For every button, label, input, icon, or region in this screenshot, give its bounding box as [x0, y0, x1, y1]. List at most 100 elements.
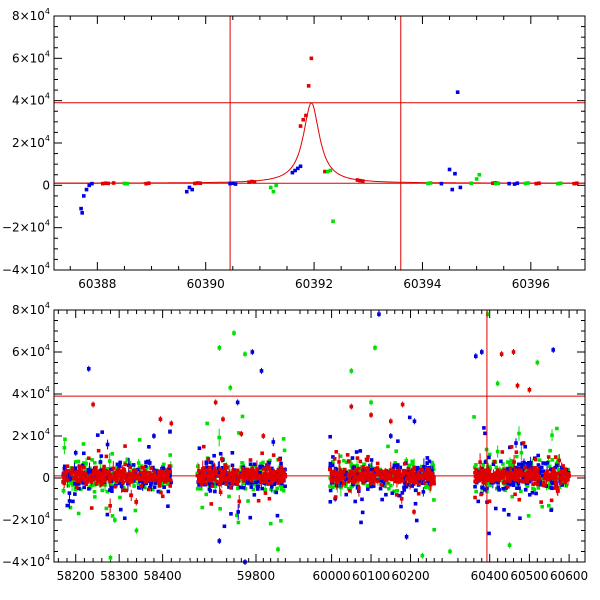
data-point	[70, 466, 75, 471]
data-point	[508, 466, 513, 471]
data-point	[547, 464, 552, 468]
data-point	[73, 460, 78, 464]
y-tick-label: 6×104	[12, 343, 50, 359]
data-point	[99, 471, 104, 476]
data-point	[557, 485, 562, 489]
data-point	[94, 482, 99, 486]
data-point	[157, 478, 161, 482]
data-point	[351, 482, 355, 487]
data-point	[236, 479, 241, 484]
data-point	[536, 453, 540, 458]
data-point	[342, 481, 346, 485]
data-point	[558, 481, 563, 485]
data-point	[560, 470, 564, 474]
data-point	[224, 472, 228, 476]
data-point	[485, 312, 490, 316]
data-point	[423, 472, 428, 476]
data-point	[361, 468, 365, 473]
data-point	[73, 487, 78, 492]
data-point	[422, 481, 427, 485]
data-point	[509, 482, 514, 486]
data-point	[509, 459, 514, 463]
data-point	[211, 464, 216, 468]
data-point	[76, 459, 81, 464]
data-point	[493, 480, 497, 485]
data-point	[346, 459, 351, 463]
data-point	[554, 480, 558, 484]
data-point	[67, 473, 71, 478]
data-point	[553, 486, 558, 490]
data-point	[236, 475, 241, 480]
data-point	[235, 482, 240, 487]
x-tick-label: 60500	[510, 569, 548, 583]
data-point	[162, 477, 166, 482]
data-point	[502, 508, 506, 512]
data-point	[533, 481, 538, 486]
data-point	[479, 492, 483, 497]
data-point	[341, 458, 346, 463]
data-point	[221, 474, 225, 479]
data-point	[155, 477, 159, 481]
data-point	[488, 474, 492, 478]
data-point	[395, 488, 400, 493]
data-point	[419, 473, 423, 477]
data-point	[106, 181, 110, 186]
data-point	[554, 471, 559, 476]
data-point	[65, 464, 70, 468]
data-point	[212, 453, 216, 458]
data-point	[370, 467, 374, 472]
data-point	[249, 485, 254, 489]
data-point	[168, 484, 173, 488]
data-point	[521, 441, 526, 445]
data-point	[361, 179, 365, 183]
data-point	[512, 467, 516, 472]
data-point	[427, 474, 432, 479]
data-point	[394, 449, 399, 453]
data-point	[329, 479, 334, 483]
data-point	[362, 473, 367, 477]
data-point	[157, 469, 161, 474]
data-point	[243, 476, 248, 480]
data-point	[525, 462, 530, 466]
data-point	[148, 480, 153, 485]
data-point	[357, 466, 361, 471]
data-point	[426, 484, 430, 489]
data-point	[560, 474, 565, 479]
data-point	[223, 466, 227, 470]
data-point	[260, 451, 264, 456]
data-point	[361, 477, 366, 482]
data-point	[505, 475, 510, 480]
data-point	[264, 477, 268, 481]
data-point	[407, 415, 412, 420]
data-point	[386, 481, 391, 486]
data-point	[500, 469, 505, 474]
data-point	[108, 472, 113, 477]
data-point	[250, 481, 254, 485]
data-point	[234, 513, 239, 518]
data-point	[99, 468, 103, 473]
data-point	[486, 476, 491, 481]
data-point	[277, 457, 281, 462]
data-point	[279, 475, 284, 479]
data-point	[420, 553, 425, 558]
data-point	[351, 477, 356, 482]
data-point	[455, 90, 460, 94]
data-point	[528, 460, 533, 465]
data-point	[403, 473, 407, 478]
data-point	[537, 471, 542, 475]
data-point	[161, 462, 166, 467]
data-point	[220, 465, 225, 470]
data-point	[204, 492, 209, 497]
data-point	[80, 211, 84, 215]
data-point	[142, 472, 146, 477]
data-point	[395, 463, 400, 467]
data-point	[217, 482, 222, 487]
data-point	[393, 461, 397, 465]
data-point	[481, 462, 485, 467]
data-point	[123, 444, 127, 448]
data-point	[491, 475, 496, 480]
data-point	[419, 464, 424, 469]
data-point	[575, 181, 579, 186]
data-point	[542, 480, 546, 485]
y-tick-label: 4×104	[12, 385, 50, 401]
